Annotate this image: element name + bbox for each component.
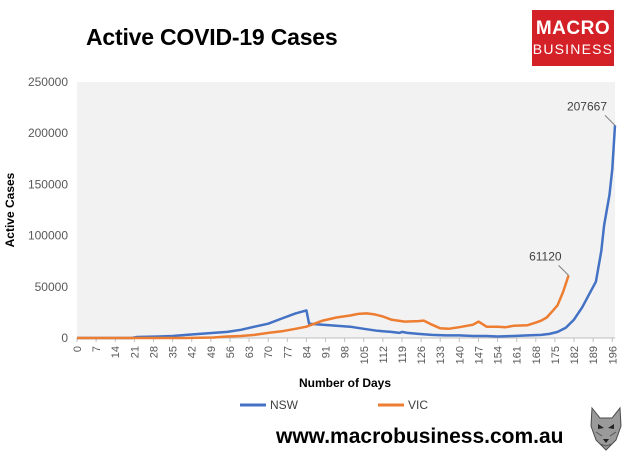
x-tick-label: 175	[550, 346, 562, 364]
x-tick-label: 133	[435, 346, 447, 364]
data-label-nsw: 207667	[567, 99, 607, 113]
series-layer	[77, 125, 617, 340]
x-tick-label: 161	[512, 346, 524, 364]
plot-area	[77, 82, 615, 338]
x-tick-label: 168	[531, 346, 543, 364]
y-axis: 0 50000 100000 150000 200000 250000	[28, 75, 68, 345]
y-tick-label: 200000	[28, 126, 68, 140]
series-line-vic	[77, 275, 570, 340]
x-tick-label: 91	[321, 346, 333, 358]
data-label-vic: 61120	[529, 249, 562, 263]
y-tick-label: 250000	[28, 75, 68, 89]
x-tick-label: 42	[187, 346, 199, 358]
x-tick-label: 105	[359, 346, 371, 364]
y-tick-label: 50000	[35, 280, 69, 294]
x-axis: 0 7 14 21 28 35 42 49 56 63 70 77 84 91 98 105 112 119 126…	[72, 338, 619, 364]
series-line-nsw	[77, 125, 617, 340]
x-tick-label: 182	[569, 346, 581, 364]
y-tick-label: 100000	[28, 229, 68, 243]
x-tick-label: 77	[282, 346, 294, 358]
x-tick-label: 147	[473, 346, 485, 364]
x-tick-label: 49	[206, 346, 218, 358]
x-axis-label: Number of Days	[299, 376, 391, 390]
x-tick-label: 140	[454, 346, 466, 364]
x-tick-label: 14	[110, 346, 122, 358]
y-axis-label: Active Cases	[3, 172, 17, 247]
x-tick-label: 154	[493, 346, 505, 364]
y-tick-label: 0	[61, 331, 68, 345]
logo-line2: BUSINESS	[532, 41, 614, 57]
x-tick-label: 119	[397, 346, 409, 364]
x-tick-label: 35	[168, 346, 180, 358]
x-tick-label: 189	[588, 346, 600, 364]
website-url: www.macrobusiness.com.au	[276, 425, 564, 448]
annotation-leader	[558, 265, 569, 276]
x-tick-label: 196	[607, 346, 619, 364]
x-tick-label: 56	[225, 346, 237, 358]
x-tick-label: 63	[244, 346, 256, 358]
macrobusiness-logo: MACRO BUSINESS	[532, 10, 614, 66]
annotation-leader	[604, 114, 616, 126]
x-tick-label: 21	[129, 346, 141, 358]
chart-title: Active COVID-19 Cases	[86, 24, 338, 50]
y-tick-label: 150000	[28, 177, 68, 191]
x-tick-label: 98	[340, 346, 352, 358]
logo-line1: MACRO	[535, 18, 611, 39]
x-tick-label: 84	[301, 346, 313, 358]
legend-label-nsw: NSW	[270, 398, 299, 412]
legend: NSW VIC	[240, 398, 428, 412]
legend-label-vic: VIC	[408, 398, 428, 412]
x-tick-label: 112	[378, 346, 390, 364]
x-tick-label: 126	[416, 346, 428, 364]
x-tick-label: 0	[72, 346, 84, 352]
x-tick-label: 28	[148, 346, 160, 358]
x-tick-label: 7	[91, 346, 103, 352]
annotation-layer: 207667 61120	[529, 99, 616, 276]
wolf-logo-icon	[590, 406, 622, 451]
x-tick-label: 70	[263, 346, 275, 358]
